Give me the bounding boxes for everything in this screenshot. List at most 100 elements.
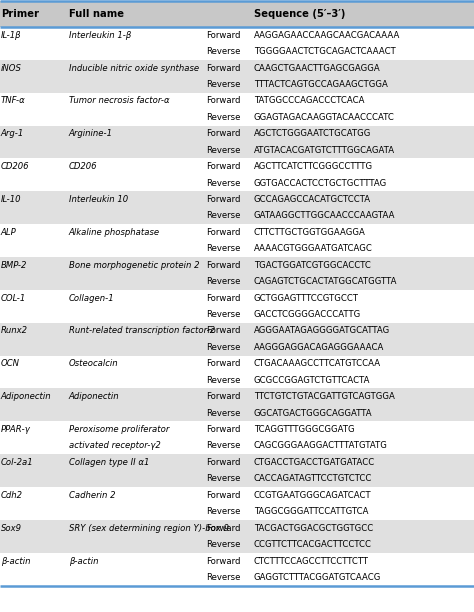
Text: CCGTGAATGGGCAGATCACT: CCGTGAATGGGCAGATCACT [254, 491, 371, 500]
Text: GATAAGGCTTGGCAACCCAAGTAA: GATAAGGCTTGGCAACCCAAGTAA [254, 211, 395, 220]
Bar [0, 569, 474, 586]
Bar [0, 553, 474, 569]
Text: GCGCCGGAGTCTGTTCACTA: GCGCCGGAGTCTGTTCACTA [254, 376, 370, 385]
Text: CD206: CD206 [69, 162, 97, 171]
Bar [0, 92, 474, 109]
Text: Forward: Forward [206, 294, 241, 302]
Bar [0, 27, 474, 43]
Bar [0, 207, 474, 224]
Text: AGCTTCATCTTCGGGCCTTTG: AGCTTCATCTTCGGGCCTTTG [254, 162, 373, 171]
Text: Reverse: Reverse [206, 507, 241, 517]
Text: BMP-2: BMP-2 [1, 261, 27, 270]
Text: Reverse: Reverse [206, 179, 241, 187]
Text: Forward: Forward [206, 195, 241, 204]
Text: CAAGCTGAACTTGAGCGAGGA: CAAGCTGAACTTGAGCGAGGA [254, 64, 380, 72]
Text: Forward: Forward [206, 556, 241, 565]
Text: Collagen type II α1: Collagen type II α1 [69, 458, 149, 467]
Text: Reverse: Reverse [206, 474, 241, 483]
Bar [0, 109, 474, 125]
Text: Full name: Full name [69, 9, 124, 19]
Text: TTCTGTCTGTACGATTGTCAGTGGA: TTCTGTCTGTACGATTGTCAGTGGA [254, 392, 394, 401]
Bar [0, 257, 474, 274]
Text: GGAGTAGACAAGGTACAACCCATC: GGAGTAGACAAGGTACAACCCATC [254, 113, 394, 122]
Text: Interleukin 10: Interleukin 10 [69, 195, 128, 204]
Text: Alkaline phosphatase: Alkaline phosphatase [69, 228, 160, 237]
Bar [0, 405, 474, 421]
Bar [0, 159, 474, 175]
Text: GCCAGAGCCACATGCTCCTA: GCCAGAGCCACATGCTCCTA [254, 195, 371, 204]
Bar [0, 471, 474, 487]
Text: Reverse: Reverse [206, 80, 241, 89]
Text: Reverse: Reverse [206, 441, 241, 450]
Text: IL-1β: IL-1β [1, 31, 21, 40]
Text: TATGGCCCAGACCCTCACA: TATGGCCCAGACCCTCACA [254, 96, 364, 105]
Text: Reverse: Reverse [206, 113, 241, 122]
Text: OCN: OCN [1, 359, 20, 368]
Bar [0, 504, 474, 520]
Text: β-actin: β-actin [69, 556, 98, 565]
Text: TGGGGAACTCTGCAGACTCAAACT: TGGGGAACTCTGCAGACTCAAACT [254, 47, 395, 56]
Text: AAGGAGAACCAAGCAACGACAAAA: AAGGAGAACCAAGCAACGACAAAA [254, 31, 400, 40]
Text: Reverse: Reverse [206, 310, 241, 319]
Text: IL-10: IL-10 [1, 195, 21, 204]
Text: Reverse: Reverse [206, 277, 241, 286]
Bar [0, 389, 474, 405]
Bar [0, 307, 474, 323]
Text: Inducible nitric oxide synthase: Inducible nitric oxide synthase [69, 64, 199, 72]
Text: AAAACGTGGGAATGATCAGC: AAAACGTGGGAATGATCAGC [254, 244, 373, 253]
Bar [0, 356, 474, 372]
Bar [0, 224, 474, 241]
Text: Sequence (5′–3′): Sequence (5′–3′) [254, 9, 345, 19]
Text: Arg-1: Arg-1 [1, 129, 24, 138]
Text: Runx2: Runx2 [1, 326, 28, 335]
Bar [0, 175, 474, 192]
Text: Reverse: Reverse [206, 540, 241, 549]
Text: GCTGGAGTTTCCGTGCCT: GCTGGAGTTTCCGTGCCT [254, 294, 359, 302]
Text: TACGACTGGACGCTGGTGCC: TACGACTGGACGCTGGTGCC [254, 524, 373, 532]
Text: Reverse: Reverse [206, 376, 241, 385]
Text: CCGTTCTTCACGACTTCCTCC: CCGTTCTTCACGACTTCCTCC [254, 540, 372, 549]
Text: Reverse: Reverse [206, 244, 241, 253]
Text: Forward: Forward [206, 491, 241, 500]
Bar [0, 323, 474, 339]
Bar [0, 372, 474, 389]
Text: Forward: Forward [206, 228, 241, 237]
Bar [0, 142, 474, 159]
Bar [0, 421, 474, 438]
Text: Col-2a1: Col-2a1 [1, 458, 34, 467]
Text: Cdh2: Cdh2 [1, 491, 23, 500]
Text: PPAR-γ: PPAR-γ [1, 425, 31, 434]
Text: Osteocalcin: Osteocalcin [69, 359, 118, 368]
Text: CAGCGGGAAGGACTTTATGTATG: CAGCGGGAAGGACTTTATGTATG [254, 441, 387, 450]
Text: TAGGCGGGATTCCATTGTCA: TAGGCGGGATTCCATTGTCA [254, 507, 368, 517]
Text: Forward: Forward [206, 458, 241, 467]
Text: activated receptor-γ2: activated receptor-γ2 [69, 441, 161, 450]
Text: Reverse: Reverse [206, 409, 241, 417]
Text: CAGAGTCTGCACTATGGCATGGTTA: CAGAGTCTGCACTATGGCATGGTTA [254, 277, 397, 286]
Text: GGTGACCACTCCTGCTGCTTTAG: GGTGACCACTCCTGCTGCTTTAG [254, 179, 387, 187]
Text: TNF-α: TNF-α [1, 96, 26, 105]
Text: CTTCTTGCTGGTGGAAGGA: CTTCTTGCTGGTGGAAGGA [254, 228, 365, 237]
Text: GACCTCGGGGACCCATTG: GACCTCGGGGACCCATTG [254, 310, 361, 319]
Text: Forward: Forward [206, 392, 241, 401]
Bar [0, 274, 474, 290]
Text: β-actin: β-actin [1, 556, 30, 565]
Text: Collagen-1: Collagen-1 [69, 294, 114, 302]
Bar [0, 536, 474, 553]
Text: Forward: Forward [206, 64, 241, 72]
Text: Adiponectin: Adiponectin [1, 392, 52, 401]
Text: GAGGTCTTTACGGATGTCAACG: GAGGTCTTTACGGATGTCAACG [254, 573, 381, 582]
Text: Forward: Forward [206, 524, 241, 532]
Text: COL-1: COL-1 [1, 294, 26, 302]
Bar [0, 125, 474, 142]
Text: Bone morphogenetic protein 2: Bone morphogenetic protein 2 [69, 261, 199, 270]
Bar [0, 1, 474, 27]
Text: Forward: Forward [206, 129, 241, 138]
Text: CACCAGATAGTTCCTGTCTCC: CACCAGATAGTTCCTGTCTCC [254, 474, 372, 483]
Text: Reverse: Reverse [206, 47, 241, 56]
Text: Reverse: Reverse [206, 573, 241, 582]
Text: Forward: Forward [206, 359, 241, 368]
Text: Interleukin 1-β: Interleukin 1-β [69, 31, 131, 40]
Bar [0, 290, 474, 307]
Text: Adiponectin: Adiponectin [69, 392, 119, 401]
